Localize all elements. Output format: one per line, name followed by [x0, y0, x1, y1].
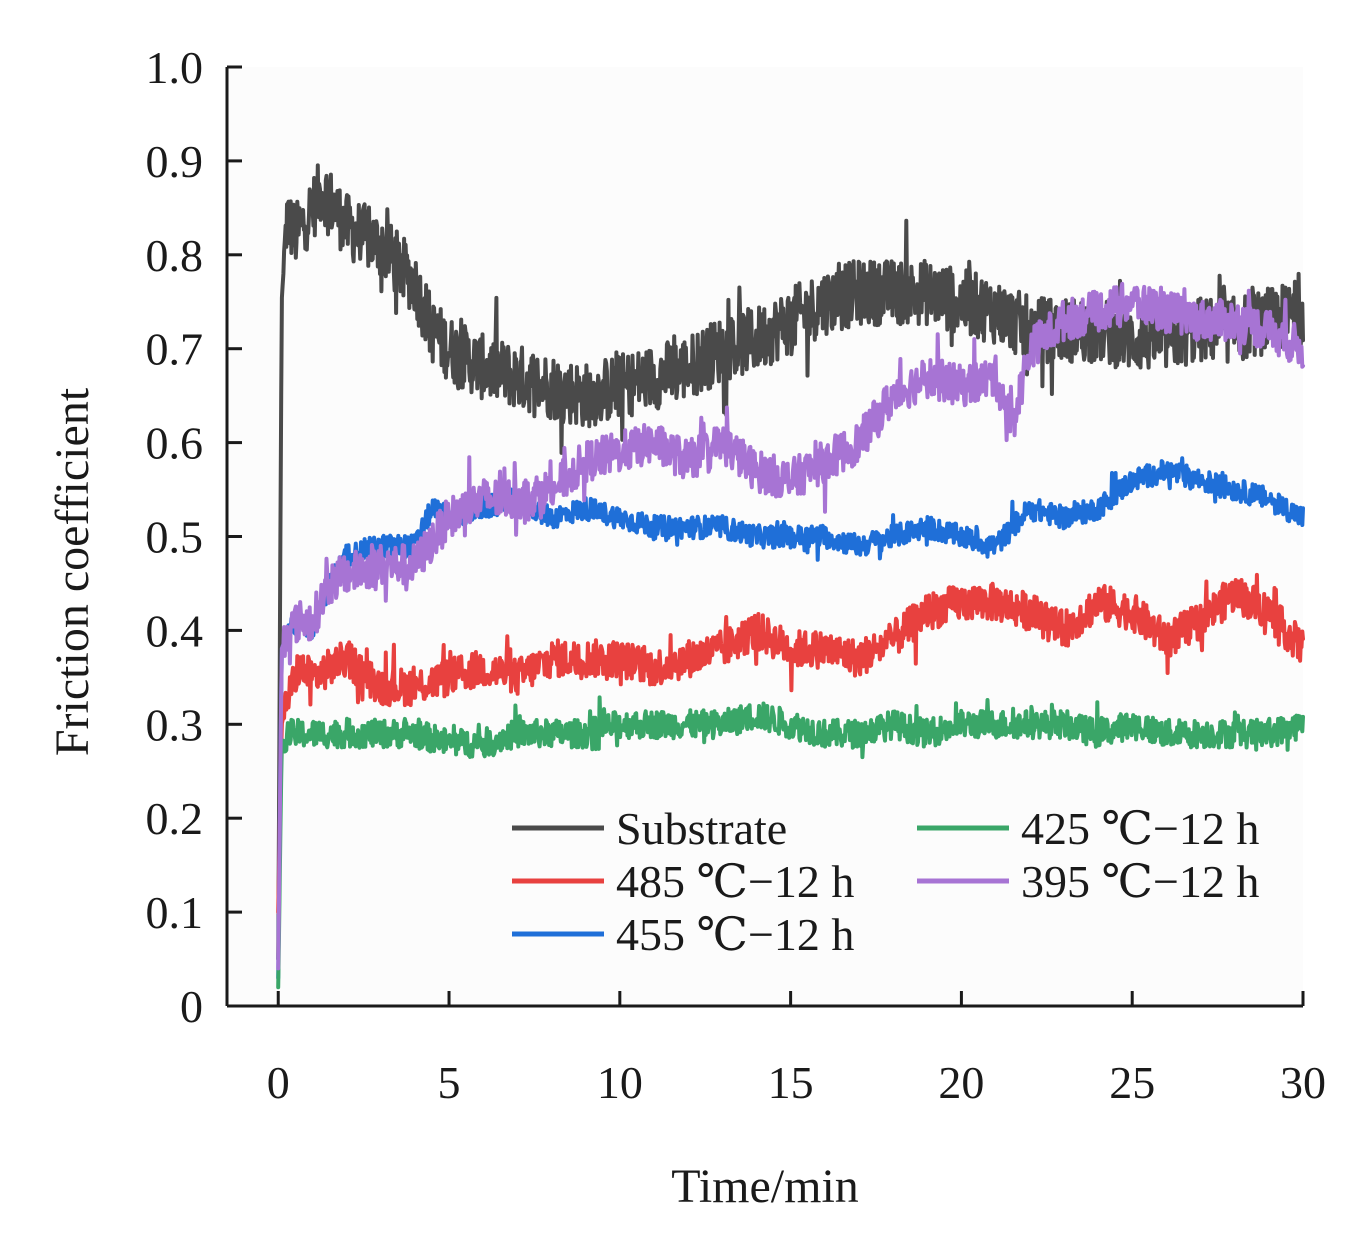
x-tick-label: 15	[768, 1057, 814, 1108]
legend-label: 395 ℃−12 h	[1021, 856, 1259, 907]
x-tick-label: 0	[267, 1057, 290, 1108]
y-axis-title: Friction coefficient	[46, 387, 99, 756]
series-line-395-12-h	[276, 281, 1305, 971]
x-tick-label: 30	[1280, 1057, 1326, 1108]
y-tick-label: 0.7	[146, 324, 204, 375]
x-tick-label: 10	[597, 1057, 643, 1108]
y-tick-label: 1.0	[146, 42, 204, 93]
y-tick-label: 0	[180, 981, 203, 1032]
legend-label: 485 ℃−12 h	[616, 856, 854, 907]
y-tick-label: 0.4	[146, 605, 204, 656]
series-line-485-12-h	[276, 572, 1305, 915]
series-line-substrate	[276, 163, 1305, 961]
y-tick-label: 0.5	[146, 512, 204, 563]
x-tick-label: 5	[438, 1057, 461, 1108]
y-tick-label: 0.2	[146, 793, 204, 844]
series-line-425-12-h	[276, 695, 1305, 990]
legend-label: 425 ℃−12 h	[1021, 803, 1259, 854]
y-tick-label: 0.6	[146, 418, 204, 469]
y-tick-label: 0.3	[146, 699, 204, 750]
series-layer	[276, 163, 1305, 990]
axes-layer: Friction coefficient Time/min 0 0.1 0.2 0.3…	[46, 42, 1326, 1213]
legend-label: Substrate	[616, 803, 787, 854]
y-tick-label: 0.1	[146, 887, 204, 938]
y-tick-label: 0.8	[146, 230, 204, 281]
x-axis-title: Time/min	[671, 1160, 859, 1213]
x-tick-label: 25	[1109, 1057, 1155, 1108]
legend-label: 455 ℃−12 h	[616, 909, 854, 960]
x-tick-label: 20	[938, 1057, 984, 1108]
y-tick-label: 0.9	[146, 136, 204, 187]
